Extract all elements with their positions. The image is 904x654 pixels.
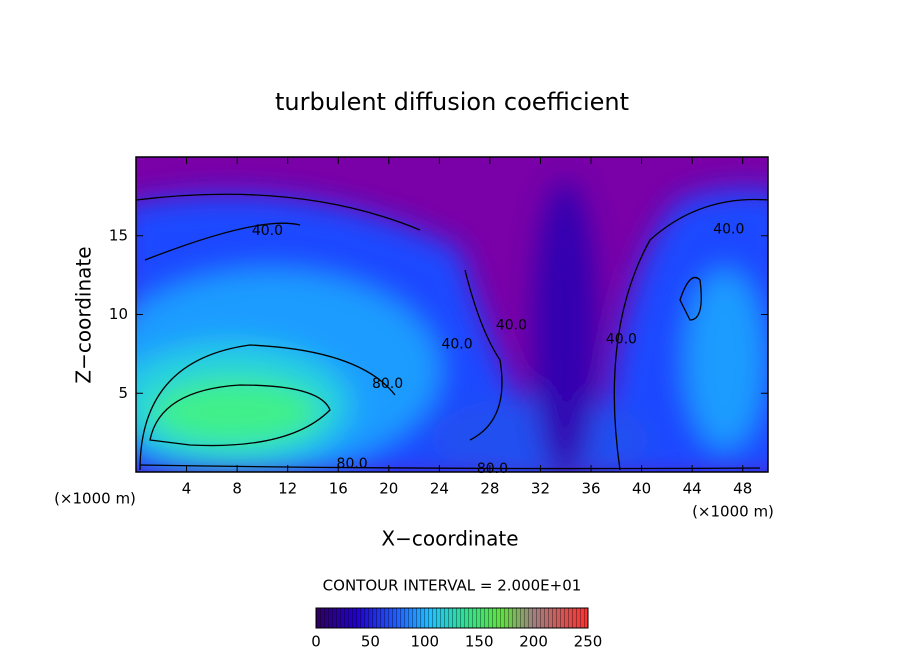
colorbar-tick-label: 200: [519, 633, 548, 651]
contour-label: 40.0: [496, 318, 527, 334]
colorbar-tick-label: 100: [410, 633, 439, 651]
x-axis-label: X−coordinate: [381, 527, 518, 551]
contour-label: 80.0: [337, 456, 368, 472]
colorbar-tick-label: 150: [465, 633, 494, 651]
x-unit-label: (×1000 m): [692, 503, 774, 521]
colorbar-tick-label: 0: [311, 633, 321, 651]
contour-label: 40.0: [252, 223, 283, 239]
x-tick-label: 20: [379, 480, 398, 498]
y-tick-label: 5: [118, 384, 128, 402]
colorbar-tick-label: 250: [574, 633, 603, 651]
contour-label: 40.0: [713, 221, 744, 237]
contour-label: 80.0: [372, 376, 403, 392]
y-axis-label: Z−coordinate: [72, 246, 96, 383]
x-tick-label: 24: [430, 480, 449, 498]
chart-title: turbulent diffusion coefficient: [275, 88, 629, 116]
y-tick-label: 10: [109, 305, 128, 323]
contour-label: 80.0: [477, 461, 508, 477]
x-tick-label: 16: [329, 480, 348, 498]
x-tick-label: 8: [232, 480, 242, 498]
x-tick-label: 44: [683, 480, 702, 498]
contour-label: 40.0: [441, 336, 472, 352]
contour-interval: CONTOUR INTERVAL = 2.000E+01: [323, 577, 582, 595]
x-tick-label: 40: [632, 480, 651, 498]
x-tick-label: 28: [480, 480, 499, 498]
x-tick-label: 4: [182, 480, 192, 498]
x-tick-label: 12: [278, 480, 297, 498]
x-tick-label: 36: [581, 480, 600, 498]
colorbar-frame: [315, 607, 589, 629]
x-tick-label: 32: [531, 480, 550, 498]
y-tick-label: 15: [109, 226, 128, 244]
contour-label: 40.0: [606, 332, 637, 348]
x-tick-label: 48: [733, 480, 752, 498]
x-unit-label: (×1000 m): [54, 490, 136, 508]
field: [136, 157, 768, 472]
colorbar-tick-label: 50: [361, 633, 380, 651]
